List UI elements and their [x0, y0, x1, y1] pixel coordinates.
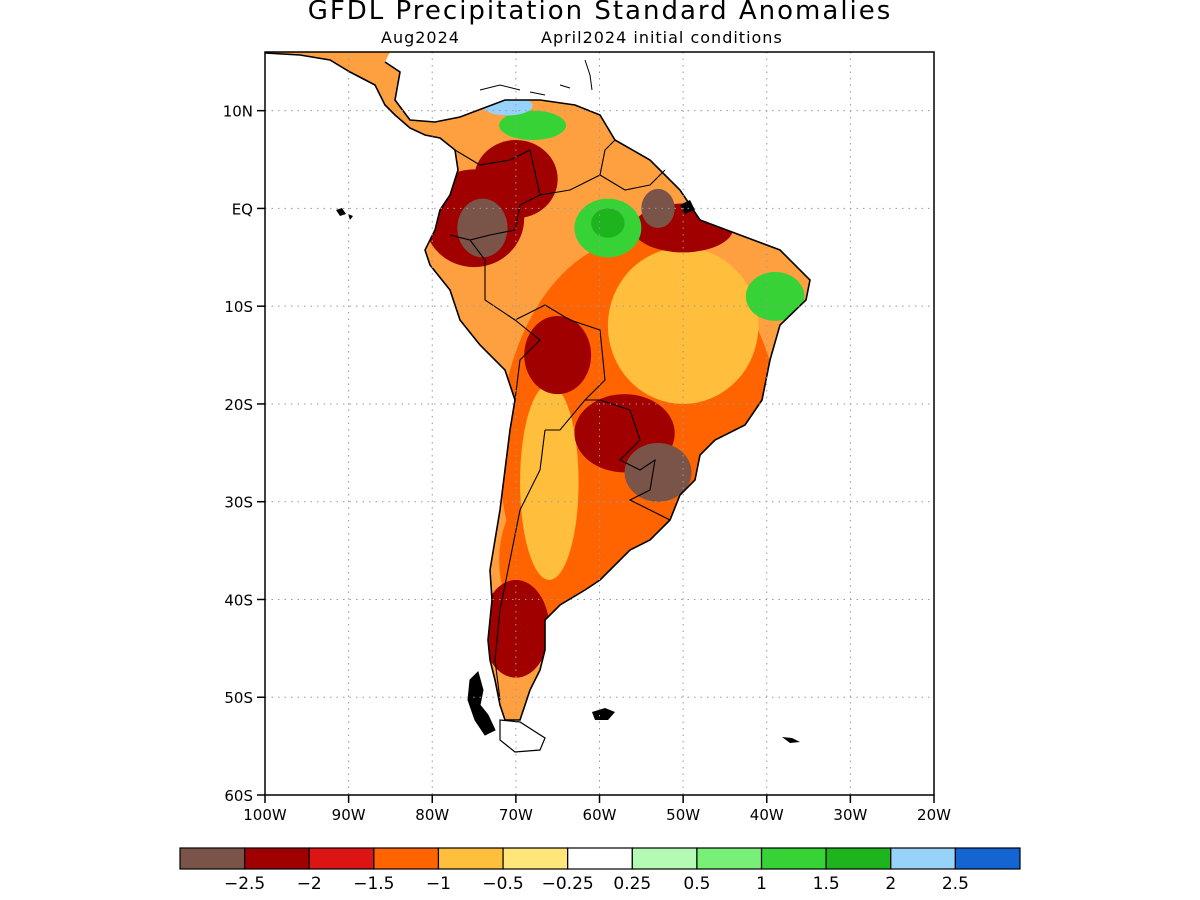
colorbar-swatch — [825, 847, 892, 870]
anomaly-patch — [457, 198, 508, 258]
colorbar-label: 1.5 — [813, 874, 840, 894]
anomaly-patch — [474, 139, 558, 219]
lat-tick-label: 30S — [224, 494, 253, 512]
tierra-del-fuego — [499, 719, 546, 753]
colorbar-label: 1 — [756, 874, 767, 894]
anomaly-patch — [482, 579, 550, 678]
lon-tick-label: 90W — [332, 806, 366, 824]
lon-tick-label: 80W — [415, 806, 449, 824]
colorbar-label: −1 — [426, 874, 451, 894]
colorbar-swatch — [502, 847, 569, 870]
lat-tick-label: 10S — [224, 298, 253, 316]
continent-outline — [265, 52, 811, 721]
forecast-month: Aug2024 — [381, 28, 460, 47]
colorbar-swatch — [760, 847, 827, 870]
colorbar-swatch — [373, 847, 440, 870]
initial-conditions: April2024 initial conditions — [541, 28, 783, 47]
lon-tick-label: 20W — [917, 806, 951, 824]
caribbean-islands — [479, 59, 593, 96]
lat-tick-label: 10N — [223, 103, 253, 121]
lat-tick-label: EQ — [232, 200, 253, 218]
anomaly-patch — [641, 188, 675, 228]
colorbar-swatch — [954, 847, 1021, 870]
anomaly-patch — [520, 384, 579, 580]
lon-tick-label: 60W — [583, 806, 617, 824]
graticule — [265, 52, 934, 795]
colorbar-label: 0.25 — [613, 874, 651, 894]
anomaly-patch — [591, 208, 625, 238]
colorbar-label: −2 — [297, 874, 322, 894]
country-borders — [449, 139, 671, 701]
colorbar-swatch — [244, 847, 310, 870]
anomaly-patch — [745, 271, 805, 321]
lon-tick-label: 50W — [666, 806, 700, 824]
colorbar-label: −0.25 — [542, 874, 594, 894]
colorbar-label: 2 — [885, 874, 896, 894]
anomaly-patch — [624, 443, 692, 502]
colorbar-swatch — [308, 847, 375, 870]
colorbar-swatch — [179, 847, 246, 870]
colorbar-swatch — [696, 847, 763, 870]
colorbar-swatch — [567, 847, 633, 870]
colorbar-label: −2.5 — [224, 874, 265, 894]
lon-tick-label: 100W — [243, 806, 287, 824]
lon-tick-label: 30W — [833, 806, 867, 824]
lon-tick-label: 40W — [750, 806, 784, 824]
anomaly-patch — [524, 315, 592, 395]
map-title: GFDL Precipitation Standard Anomalies — [307, 0, 893, 26]
lat-tick-label: 20S — [224, 396, 253, 414]
chilean-islands — [467, 671, 496, 736]
south-georgia — [782, 737, 800, 743]
colorbar-label: −1.5 — [353, 874, 394, 894]
galapagos-islands — [336, 208, 353, 220]
colorbar-swatch — [631, 847, 698, 870]
colorbar-label: 0.5 — [683, 874, 710, 894]
lat-tick-label: 50S — [224, 689, 253, 707]
colorbar: −2.5 −2 −1.5 −1 −0.5 −0.25 0.25 0.5 1 1.5 2 2.5 — [179, 847, 1021, 894]
marajo-island — [680, 200, 695, 214]
colorbar-label: −0.5 — [482, 874, 523, 894]
lon-tick-label: 70W — [499, 806, 533, 824]
colorbar-swatch — [437, 847, 504, 870]
lat-tick-label: 40S — [224, 591, 253, 609]
coastlines — [265, 52, 811, 753]
lat-tick-label: 60S — [224, 787, 253, 805]
colorbar-swatch — [890, 847, 956, 870]
falkland-islands — [592, 708, 615, 720]
colorbar-label: 2.5 — [942, 874, 969, 894]
